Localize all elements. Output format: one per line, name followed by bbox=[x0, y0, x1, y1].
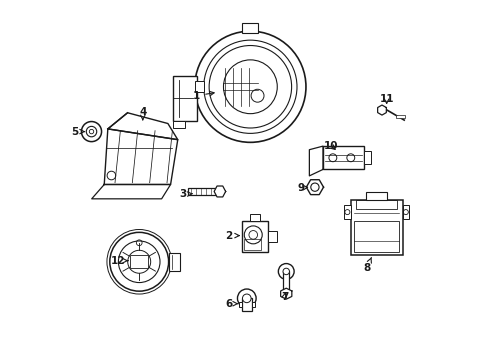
Bar bbox=[173, 76, 196, 121]
Bar bbox=[354, 221, 399, 252]
Bar bbox=[242, 221, 269, 252]
Polygon shape bbox=[214, 186, 225, 197]
Circle shape bbox=[81, 122, 101, 141]
Circle shape bbox=[195, 31, 306, 142]
Text: 7: 7 bbox=[281, 292, 288, 302]
Bar bbox=[173, 121, 185, 128]
Circle shape bbox=[283, 268, 290, 275]
Text: 2: 2 bbox=[225, 231, 239, 240]
Bar bbox=[403, 205, 409, 219]
Bar bbox=[269, 231, 277, 242]
Bar bbox=[323, 146, 364, 170]
Circle shape bbox=[86, 126, 97, 137]
Polygon shape bbox=[104, 129, 178, 184]
Text: 9: 9 bbox=[297, 183, 308, 193]
Bar bbox=[283, 271, 289, 292]
Polygon shape bbox=[306, 180, 323, 195]
Circle shape bbox=[89, 129, 94, 134]
Circle shape bbox=[238, 289, 256, 308]
Text: 8: 8 bbox=[363, 257, 371, 273]
Circle shape bbox=[243, 294, 251, 303]
Bar bbox=[351, 199, 403, 255]
Polygon shape bbox=[281, 288, 292, 299]
Polygon shape bbox=[108, 113, 178, 140]
Bar bbox=[364, 151, 371, 164]
Text: 4: 4 bbox=[139, 107, 147, 120]
Text: 3: 3 bbox=[180, 189, 193, 199]
Bar bbox=[366, 192, 388, 199]
Polygon shape bbox=[92, 184, 171, 199]
Bar bbox=[242, 298, 252, 311]
Bar bbox=[245, 239, 261, 250]
Text: 5: 5 bbox=[71, 127, 84, 136]
Bar bbox=[356, 199, 397, 208]
Polygon shape bbox=[309, 146, 323, 176]
Circle shape bbox=[107, 229, 172, 294]
Bar bbox=[195, 81, 204, 92]
Bar bbox=[239, 302, 242, 307]
Circle shape bbox=[278, 264, 294, 279]
Bar bbox=[396, 115, 405, 118]
Bar bbox=[243, 23, 258, 33]
Bar bbox=[169, 253, 180, 271]
Text: 11: 11 bbox=[379, 94, 394, 104]
Text: 12: 12 bbox=[110, 256, 128, 266]
Text: 1: 1 bbox=[193, 91, 214, 101]
Text: 6: 6 bbox=[225, 299, 238, 309]
Text: 10: 10 bbox=[324, 141, 338, 151]
Polygon shape bbox=[378, 105, 386, 115]
Bar bbox=[188, 188, 220, 195]
Bar bbox=[252, 302, 255, 307]
Bar bbox=[344, 205, 351, 219]
Bar bbox=[130, 255, 148, 268]
Bar bbox=[250, 214, 260, 221]
